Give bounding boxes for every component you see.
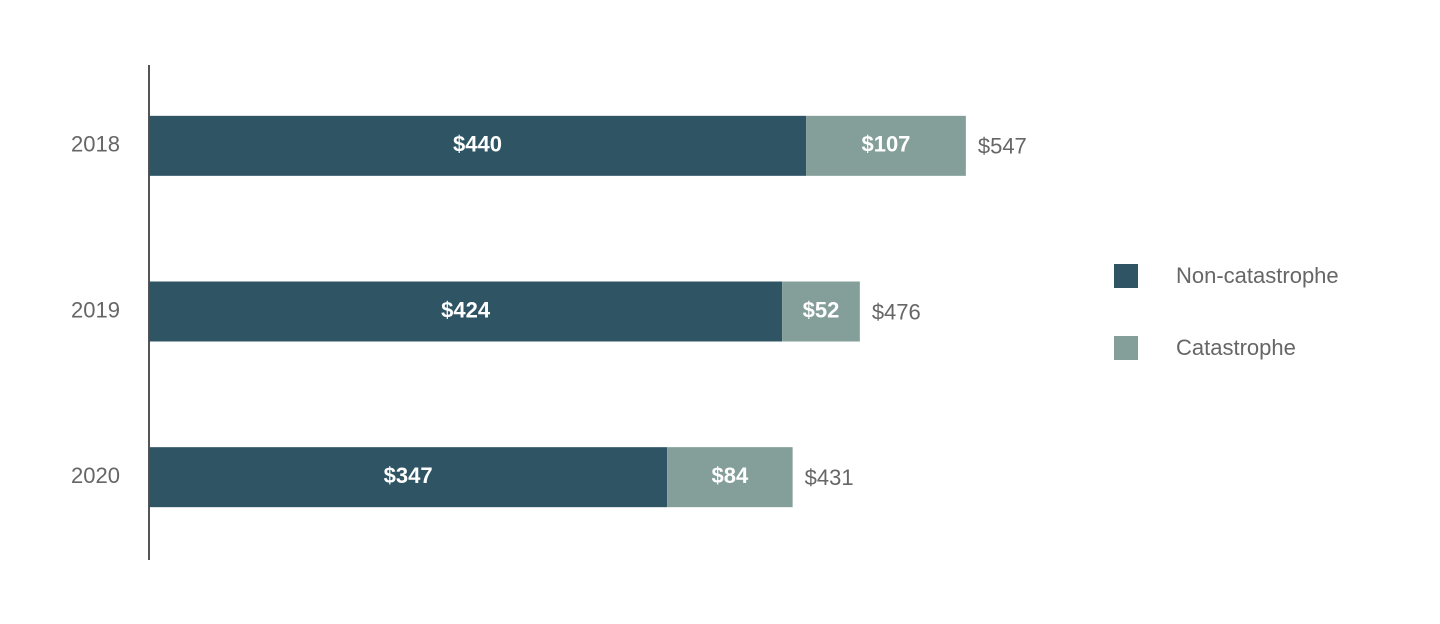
bar-segment — [149, 447, 668, 508]
legend-swatch — [1114, 264, 1138, 288]
y-tick-label: 2018 — [71, 132, 120, 157]
legend-swatch — [1114, 336, 1138, 360]
total-label: $476 — [872, 299, 921, 324]
y-tick-label: 2019 — [71, 297, 120, 322]
total-label: $547 — [978, 134, 1027, 159]
data-label: $52 — [803, 297, 840, 322]
bar-segment — [149, 281, 783, 342]
data-label: $440 — [453, 132, 502, 157]
data-label: $424 — [441, 297, 491, 322]
total-label: $431 — [805, 465, 854, 490]
data-label: $107 — [861, 132, 910, 157]
bar-segment — [149, 115, 807, 176]
legend-label: Catastrophe — [1176, 335, 1296, 360]
data-label: $84 — [712, 463, 749, 488]
bar-segment — [782, 281, 860, 342]
legend-label: Non-catastrophe — [1176, 263, 1339, 288]
data-label: $347 — [384, 463, 433, 488]
y-tick-label: 2020 — [71, 463, 120, 488]
bar-segment — [806, 115, 966, 176]
bar-segment — [667, 447, 793, 508]
